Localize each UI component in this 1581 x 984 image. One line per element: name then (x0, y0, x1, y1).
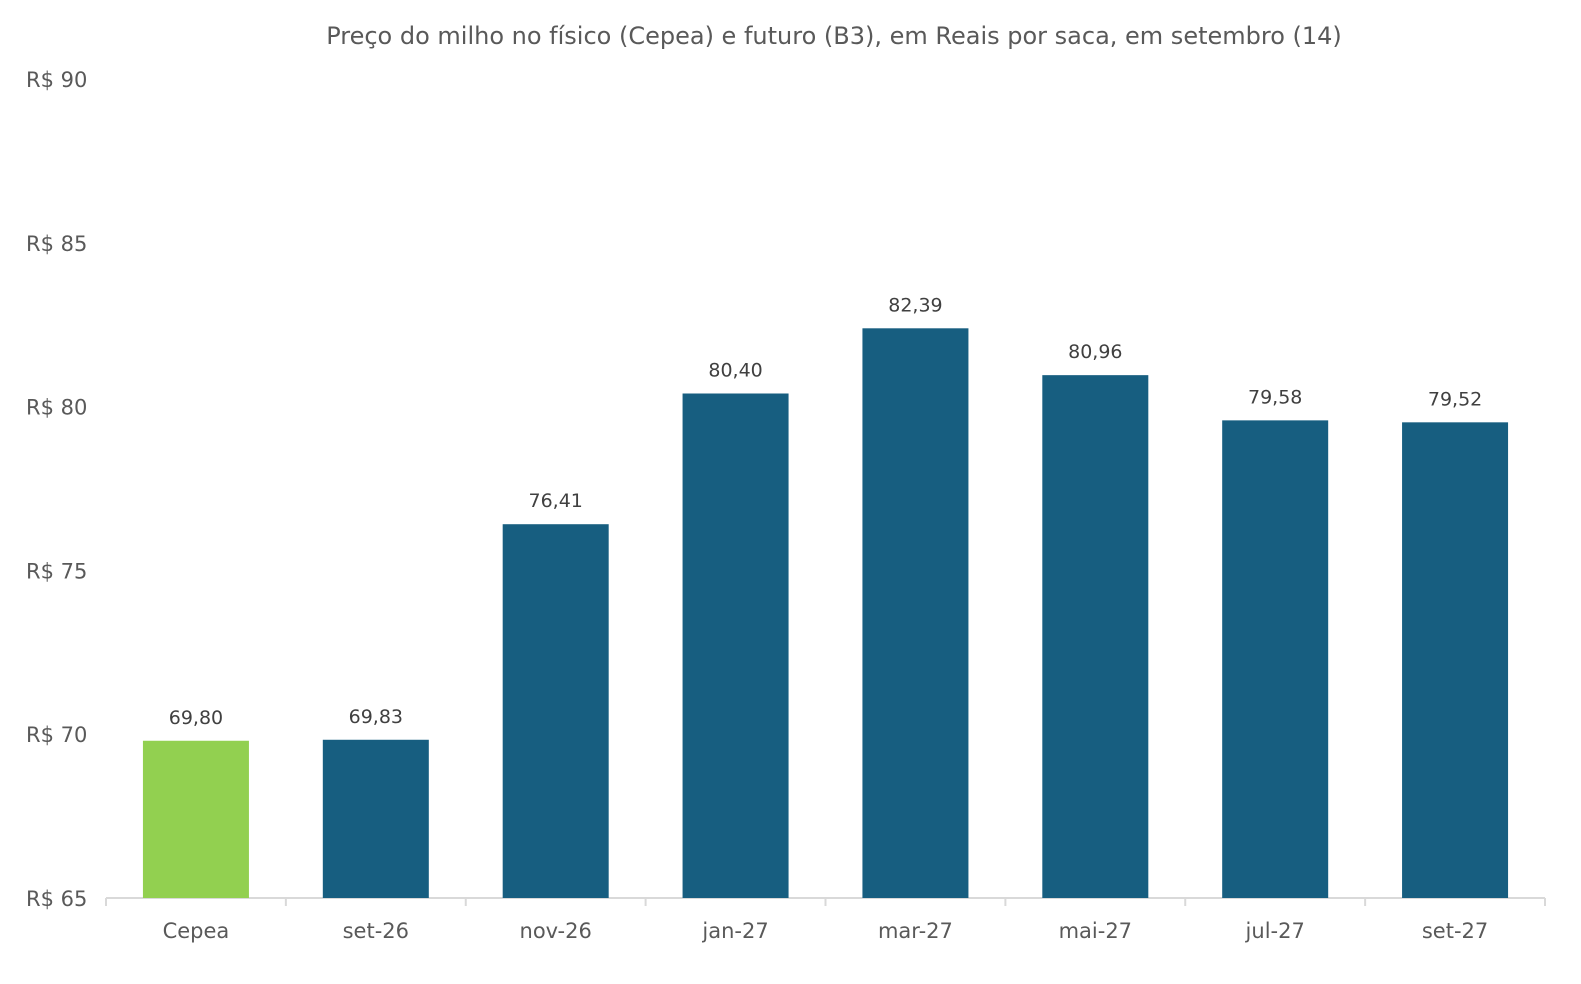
y-tick-label: R$ 85 (26, 232, 87, 256)
data-label: 80,40 (708, 359, 762, 381)
x-tick-label: jul-27 (1245, 919, 1305, 943)
chart-title: Preço do milho no físico (Cepea) e futur… (326, 22, 1342, 50)
x-tick-label: set-27 (1422, 919, 1488, 943)
x-tick-label: mar-27 (878, 919, 953, 943)
bar-set-26 (322, 739, 429, 898)
bar-set-27 (1402, 422, 1509, 898)
y-axis: R$ 65 R$ 70 R$ 75 R$ 80 R$ 85 R$ 90 (26, 68, 87, 911)
x-tick-label: Cepea (163, 919, 230, 943)
y-tick-label: R$ 90 (26, 68, 87, 92)
bar-series (142, 328, 1509, 898)
x-tick-label: jan-27 (701, 919, 768, 943)
y-tick-label: R$ 75 (26, 559, 87, 583)
bar-nov-26 (502, 524, 609, 898)
bar-mai-27 (1042, 375, 1149, 898)
y-tick-label: R$ 80 (26, 396, 87, 420)
data-label: 79,52 (1428, 388, 1482, 410)
data-label: 82,39 (888, 294, 942, 316)
bar-jan-27 (682, 393, 789, 898)
x-axis: Cepea set-26 nov-26 jan-27 mar-27 mai-27 jul-2… (105, 897, 1546, 943)
y-tick-label: R$ 65 (26, 887, 87, 911)
x-tick-label: nov-26 (520, 919, 592, 943)
data-label: 69,80 (169, 707, 223, 729)
y-tick-label: R$ 70 (26, 723, 87, 747)
x-tick-label: mai-27 (1059, 919, 1132, 943)
data-label: 80,96 (1068, 341, 1122, 363)
data-label: 76,41 (528, 490, 582, 512)
data-labels: 69,80 69,83 76,41 80,40 82,39 80,96 79,58 79,52 (169, 294, 1483, 728)
data-label: 79,58 (1248, 386, 1302, 408)
bar-mar-27 (862, 328, 969, 898)
x-tick-label: set-26 (343, 919, 409, 943)
bar-jul-27 (1222, 420, 1329, 898)
bar-Cepea (142, 740, 249, 898)
data-label: 69,83 (349, 706, 403, 728)
